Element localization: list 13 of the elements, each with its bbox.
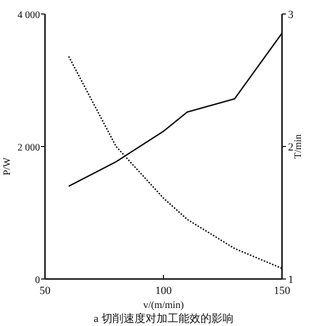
annotation: a 切削速度对加工能效的影响 xyxy=(94,313,234,325)
ytick: 4 000 xyxy=(18,10,40,21)
y2label: T/min xyxy=(293,134,304,159)
ytick: 2 000 xyxy=(18,142,40,154)
xlabel: v/(m/min) xyxy=(143,300,184,311)
ytick: 0 xyxy=(35,275,40,286)
xtick: 150 xyxy=(274,285,290,297)
y2tick: 3 xyxy=(288,9,294,21)
y2tick: 1 xyxy=(288,274,294,286)
y2tick: 2 xyxy=(288,142,294,154)
xtick: 100 xyxy=(155,285,172,297)
ylabel: P/W xyxy=(2,158,13,176)
xtick: 50 xyxy=(40,285,50,297)
